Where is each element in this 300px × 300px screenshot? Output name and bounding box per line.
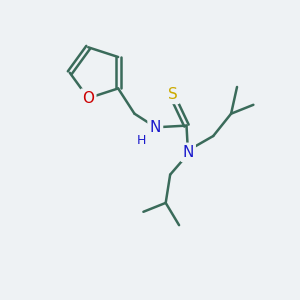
Text: O: O xyxy=(82,91,94,106)
Text: N: N xyxy=(182,145,194,160)
Text: H: H xyxy=(137,134,147,147)
Text: N: N xyxy=(150,120,161,135)
Text: S: S xyxy=(168,87,178,102)
